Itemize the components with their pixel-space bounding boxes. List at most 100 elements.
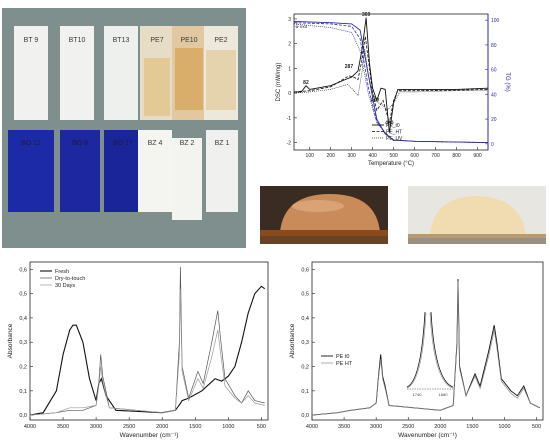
x-tick-label: 100: [306, 153, 315, 159]
y-tick-label: 0,0: [301, 413, 309, 419]
droplet-photo-right: [408, 186, 546, 244]
x-axis-label: Temperature (°C): [368, 161, 414, 167]
x-tick-label: 2000: [156, 424, 168, 430]
x-tick-label: 600: [410, 153, 419, 159]
y-tick-label-right: 80: [491, 43, 497, 49]
dsc-tg-chart: 100 200 300 400 500 600 700 800 900 3 2 1 0 -1 -2 0 20 40…: [276, 12, 510, 167]
x-tick-label: 500: [257, 424, 266, 430]
ir-spectrum-left: 4000 3500 3000 2500 2000 1500 1000 500 0,0 0,1 0,2…: [7, 261, 269, 439]
coated-panels-photo: BT 9 BT10 BT13 PE7 PE10 PE2 BO 12 BO 8 BO 17 BZ 4…: [2, 8, 246, 248]
y-tick-label-left: 1: [288, 66, 291, 72]
series-line-pe-ht: [293, 36, 489, 123]
plot-frame: [311, 261, 544, 421]
panel-label-top-0: BT 9: [24, 37, 39, 44]
y-tick-label-left: -2: [287, 141, 292, 147]
panel-label-bottom-0: BO 12: [21, 140, 41, 147]
y-axis-label: Absorbance: [7, 323, 14, 358]
x-tick-label: 1500: [189, 424, 201, 430]
x-tick-label: 4000: [24, 424, 36, 430]
x-tick-label: 800: [452, 153, 461, 159]
y-tick-label-left: 2: [288, 42, 291, 48]
x-tick-label: 500: [532, 424, 541, 430]
panel-label-top-1: BT10: [69, 37, 86, 44]
droplet-photos: [260, 186, 546, 244]
y-tick-label-right: 0: [491, 142, 494, 148]
x-tick-label: 300: [348, 153, 357, 159]
series-line-dry-to-touch: [29, 266, 265, 416]
panel-bz1: [206, 130, 238, 212]
y-axis-label: Absorbance: [289, 323, 296, 358]
y-axis-label-right: TG (%): [504, 72, 510, 91]
panel-label-bottom-2: BO 17: [113, 140, 133, 147]
legend-entry: PE_t0: [386, 123, 400, 129]
panel-label-bottom-3: BZ 4: [148, 140, 163, 147]
substrate-left: [260, 230, 388, 236]
y-tick-label: 0,1: [301, 389, 309, 395]
series-line-pe-uv: [293, 48, 488, 111]
legend-entry: PE_HT: [386, 130, 402, 136]
panel-label-bottom-5: BZ 1: [215, 140, 230, 147]
x-tick-label: 1000: [498, 424, 510, 430]
droplet-right: [430, 196, 526, 234]
y-tick-label: 0,3: [301, 340, 309, 346]
panel-bz4: [138, 130, 172, 212]
substrate-right: [408, 234, 546, 238]
panel-pe2-coating: [206, 50, 236, 110]
panel-label-top-5: PE2: [214, 37, 227, 44]
panel-bo17: [104, 130, 142, 212]
legend-entry: Fresh: [55, 269, 69, 275]
substrate-right-base: [408, 238, 546, 244]
legend-entry: PE HT: [336, 361, 353, 367]
legend-entry: PE t0: [336, 354, 349, 360]
panel-label-bottom-4: BZ 2: [180, 140, 195, 147]
y-tick-label: 0,6: [19, 267, 27, 273]
panel-label-top-4: PE10: [180, 37, 197, 44]
y-tick-label: 0,5: [19, 292, 27, 298]
x-axis-label: Wavenumber (cm⁻¹): [398, 432, 457, 439]
y-tick-label-left: 0: [288, 91, 291, 97]
x-tick-label: 3000: [90, 424, 102, 430]
x-tick-label: 400: [368, 153, 377, 159]
x-tick-label: 700: [431, 153, 440, 159]
legend-entry: PE_UV: [386, 136, 403, 142]
legend-entry: 30 Days: [55, 283, 75, 289]
y-tick-label: 0,6: [301, 267, 309, 273]
x-tick-label: 200: [327, 153, 336, 159]
panel-bt10: [60, 26, 94, 120]
inset-peak-pe-ht: [406, 312, 454, 389]
x-tick-label: 2500: [402, 424, 414, 430]
panel-pe7-coating: [144, 58, 170, 116]
panel-bt9: [14, 26, 48, 120]
x-tick-label: 3500: [57, 424, 69, 430]
y-tick-label: 0,4: [301, 316, 309, 322]
x-tick-label: 1500: [466, 424, 478, 430]
droplet-left-highlight: [292, 200, 344, 212]
x-tick-label: 500: [389, 153, 398, 159]
panel-bz2: [172, 138, 202, 220]
droplet-photo-left: [260, 186, 388, 244]
panel-row-top: [14, 26, 238, 120]
series-line-pe-t0: [294, 17, 489, 133]
y-axis-label-left: DSC (mW/mg): [276, 63, 282, 102]
panel-label-top-3: PE7: [150, 37, 163, 44]
exo-arrow: [295, 22, 299, 29]
y-tick-label-left: 3: [288, 17, 291, 23]
x-tick-label: 900: [473, 153, 482, 159]
inset-peak-pe-t0: [406, 311, 454, 388]
y-tick-label-right: 20: [491, 117, 497, 123]
y-tick-label-right: 60: [491, 68, 497, 74]
x-tick-label: 3500: [338, 424, 350, 430]
y-tick-label-right: 40: [491, 92, 497, 98]
inset-tick-label: 1680: [439, 392, 449, 397]
x-axis-label: Wavenumber (cm⁻¹): [120, 432, 179, 439]
substrate-left-base: [260, 236, 388, 244]
ir-spectrum-right: 4000 3500 3000 2500 2000 1500 1000 500 0,0 0,1 0,2…: [289, 261, 544, 439]
y-tick-label: 0,1: [19, 389, 27, 395]
peak-label: 369: [362, 12, 371, 18]
peak-label: 410: [371, 97, 380, 103]
series-line-tg-pe-ht: [293, 22, 489, 143]
plot-frame: [29, 261, 269, 421]
x-tick-label: 4000: [306, 424, 318, 430]
y-tick-label: 0,2: [301, 365, 309, 371]
peak-label: 82: [303, 80, 309, 86]
